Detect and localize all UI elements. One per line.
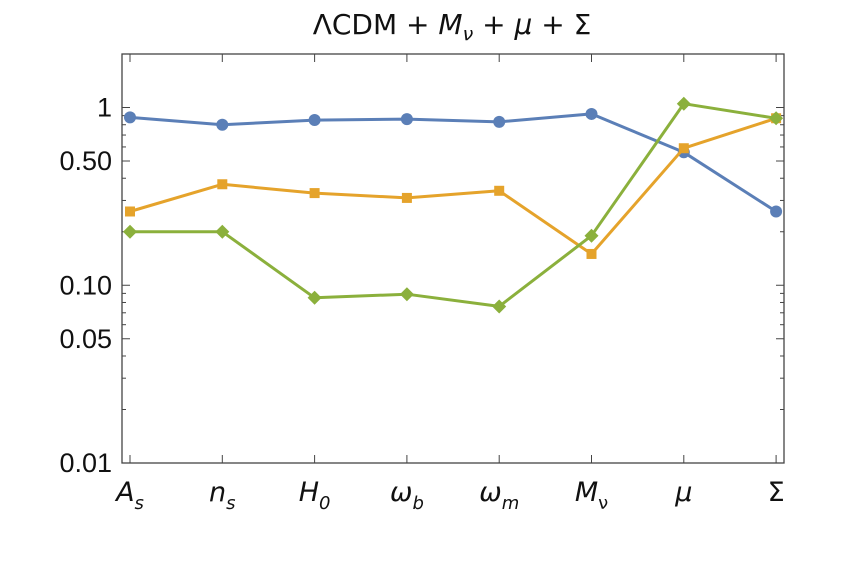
point-blue — [400, 113, 413, 126]
x-tick-label: ωm — [479, 477, 519, 514]
point-orange — [678, 143, 689, 154]
point-orange — [217, 179, 228, 190]
point-green — [676, 96, 691, 111]
point-green — [399, 287, 414, 302]
point-blue — [493, 115, 506, 128]
y-tick-label: 0.05 — [59, 324, 112, 354]
x-tick-label: H0 — [299, 477, 331, 514]
x-tick-label: μ — [674, 477, 692, 508]
point-blue — [216, 118, 229, 131]
x-tick-label: Σ — [768, 477, 785, 508]
y-axis: 0.01 0.05 0.10 0.50 1 — [59, 53, 784, 478]
point-green — [492, 299, 507, 314]
y-tick-label: 0.50 — [59, 146, 112, 176]
plot-frame — [121, 53, 785, 464]
point-orange — [125, 206, 135, 217]
y-tick-label: 0.10 — [59, 270, 112, 300]
point-green — [769, 111, 784, 126]
series-line-green — [130, 102, 777, 308]
x-tick-label: ns — [209, 477, 236, 514]
x-tick-label: As — [114, 477, 144, 514]
y-tick-label: 1 — [97, 93, 112, 123]
series-line-blue — [129, 112, 777, 213]
chart-title: ΛCDM + Mν + μ + Σ — [313, 8, 592, 47]
series-layer — [123, 96, 784, 314]
point-orange — [309, 188, 320, 199]
point-blue — [770, 205, 783, 218]
point-blue — [124, 111, 136, 124]
point-orange — [494, 185, 505, 196]
point-green — [307, 290, 322, 305]
x-axis: As ns H0 ωb ωm Mν μ Σ — [114, 54, 785, 514]
point-orange — [586, 248, 597, 259]
point-blue — [308, 114, 321, 127]
point-blue — [585, 107, 598, 120]
y-tick-label: 0.01 — [59, 448, 112, 478]
point-green — [584, 228, 599, 243]
point-orange — [401, 192, 412, 203]
series-line-orange — [129, 116, 777, 256]
point-green — [215, 224, 230, 239]
point-green — [123, 224, 137, 239]
x-tick-label: ωb — [390, 477, 424, 514]
x-tick-label: Mν — [575, 477, 608, 514]
